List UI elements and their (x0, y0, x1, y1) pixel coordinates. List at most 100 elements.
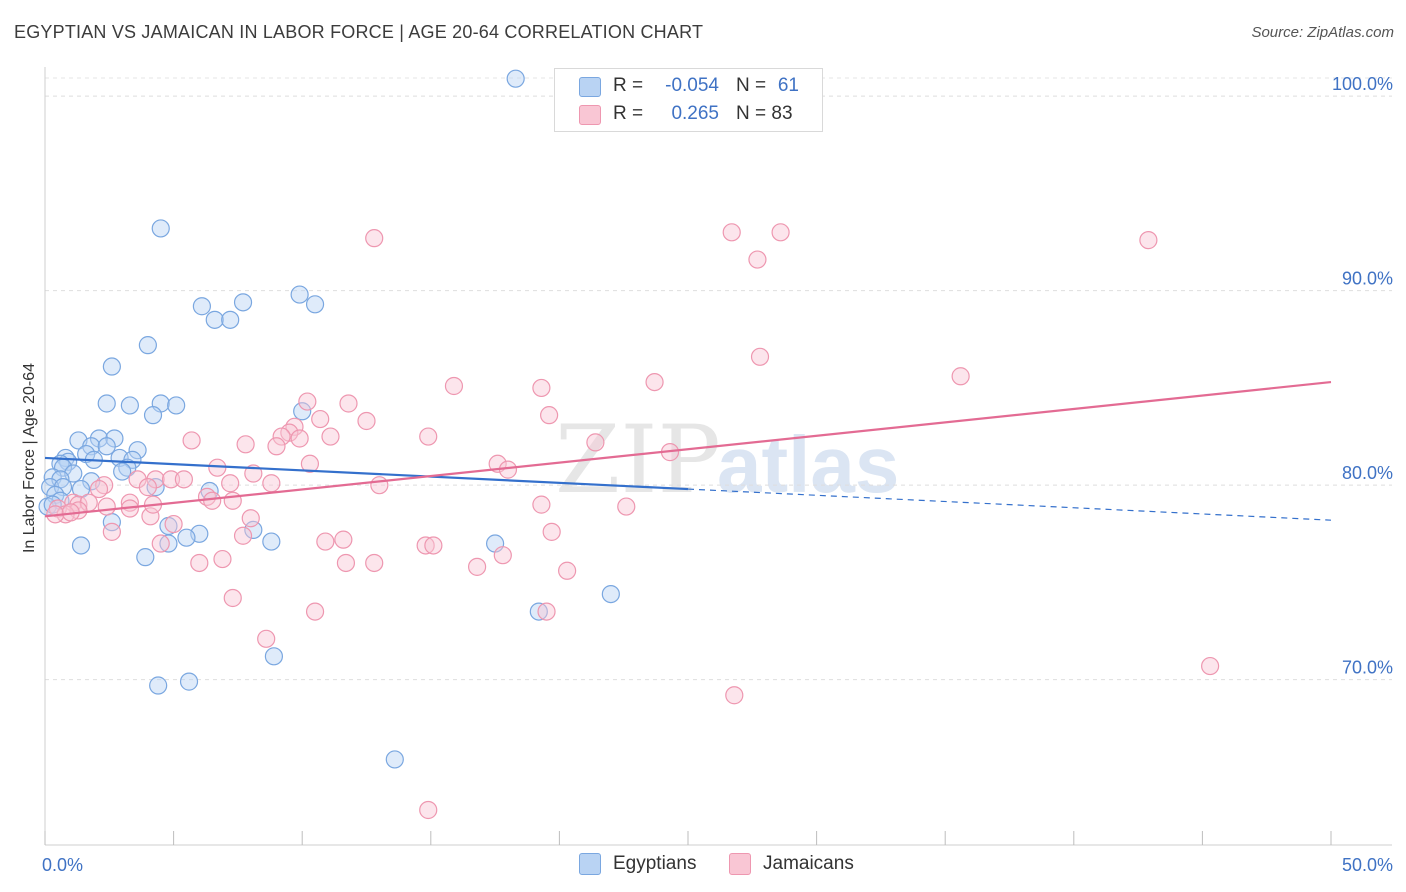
jamaican-point (339, 394, 358, 413)
egyptian-point (179, 672, 199, 691)
jamaican-point (146, 470, 165, 489)
jamaican-point (223, 491, 242, 510)
y-axis-title: In Labor Force | Age 20-64 (21, 363, 38, 553)
jamaican-point (725, 686, 744, 705)
jamaican-point (748, 250, 767, 269)
watermark-atlas: atlas (717, 420, 899, 509)
jamaican-point (771, 223, 790, 242)
jamaican-point (586, 433, 605, 452)
jamaican-point (424, 536, 443, 555)
jamaican-point (285, 417, 304, 436)
jamaican-point (272, 427, 291, 446)
legend-swatch-jamaicans (729, 853, 751, 875)
egyptian-point (105, 429, 124, 448)
jamaican-point (558, 561, 577, 580)
tick-labels: 100.0% 90.0% 80.0% 70.0% 0.0% 50.0% (42, 74, 1393, 875)
jamaican-point (151, 534, 170, 553)
jamaican-point (311, 409, 330, 429)
egyptian-point (138, 336, 157, 355)
jamaican-point (267, 437, 286, 456)
jamaican-point (722, 223, 741, 242)
egyptians-trend-extension (687, 488, 1332, 521)
watermark: ZIP atlas (555, 406, 899, 515)
egyptian-point (151, 219, 170, 238)
jamaican-point (542, 522, 561, 541)
jamaican-point (89, 479, 109, 499)
jamaican-point (416, 536, 435, 555)
jamaican-point (213, 549, 232, 569)
egyptian-point (192, 297, 211, 316)
egyptian-point (262, 532, 281, 551)
jamaican-point (233, 526, 253, 545)
legend-swatch-egyptians (579, 853, 601, 875)
egyptian-point (71, 479, 91, 499)
egyptians-swatch (579, 77, 601, 97)
egyptian-point (293, 402, 312, 421)
r-label: R = (613, 103, 644, 124)
egyptian-point (97, 437, 116, 456)
jamaican-point (1139, 231, 1158, 250)
jamaican-point (241, 509, 260, 528)
jamaican-point (617, 497, 636, 516)
egyptian-point (244, 520, 263, 540)
jamaicans-swatch (579, 105, 601, 125)
y-tick-label: 90.0% (1342, 269, 1393, 289)
jamaican-point (164, 514, 183, 534)
jamaican-point (321, 427, 340, 446)
egyptian-point (177, 528, 196, 547)
egyptian-point (305, 295, 325, 314)
jamaican-point (102, 522, 121, 541)
egyptian-point (128, 441, 147, 460)
jamaican-point (357, 411, 376, 431)
jamaican-point (305, 602, 325, 621)
r-label: R = (613, 75, 644, 96)
egyptian-point (221, 310, 240, 329)
jamaican-point (537, 602, 556, 621)
jamaican-point (444, 376, 464, 396)
stats-row-egyptians: R = -0.054 N = 61 (555, 73, 822, 101)
jamaican-point (419, 800, 438, 820)
x-tick-label: 0.0% (42, 855, 83, 875)
jamaican-point (190, 553, 209, 573)
jamaican-point (141, 507, 160, 526)
jamaican-point (1201, 656, 1220, 676)
jamaican-point (203, 491, 222, 510)
correlation-stats-box: R = -0.054 N = 61 R = 0.265 N = 83 (554, 68, 823, 132)
egyptian-point (601, 584, 620, 604)
egyptians-trend-line (44, 456, 689, 491)
n-value: 61 (777, 75, 799, 96)
gridlines (45, 77, 1392, 681)
egyptian-point (102, 357, 121, 376)
egyptian-point (385, 750, 404, 769)
egyptian-point (290, 285, 309, 304)
jamaican-point (223, 588, 242, 608)
jamaican-point (336, 553, 356, 573)
axes (44, 67, 1392, 846)
egyptian-point (97, 394, 116, 413)
trend-lines (44, 380, 1332, 521)
jamaican-point (221, 474, 240, 493)
egyptian-point (71, 536, 91, 555)
jamaican-point (97, 497, 116, 516)
egyptian-point (120, 396, 139, 415)
jamaican-point (540, 406, 559, 425)
egyptian-point (53, 478, 73, 497)
jamaican-point (750, 347, 770, 366)
jamaican-point (300, 454, 320, 473)
jamaican-point (316, 532, 335, 551)
egyptian-point (159, 534, 178, 553)
n-label: N = (736, 75, 767, 96)
jamaican-point (467, 557, 487, 576)
jamaican-point (419, 427, 438, 446)
y-tick-label: 70.0% (1342, 658, 1393, 678)
n-label: N = 83 (736, 103, 793, 124)
jamaican-point (290, 429, 309, 448)
jamaican-point (645, 372, 664, 392)
legend-label-jamaicans: Jamaicans (763, 853, 854, 874)
source-label: Source: ZipAtlas.com (1251, 24, 1394, 41)
egyptian-point (146, 478, 165, 497)
jamaicans-trend-line (44, 380, 1332, 518)
egyptian-point (149, 676, 168, 695)
legend-label-egyptians: Egyptians (613, 853, 697, 874)
